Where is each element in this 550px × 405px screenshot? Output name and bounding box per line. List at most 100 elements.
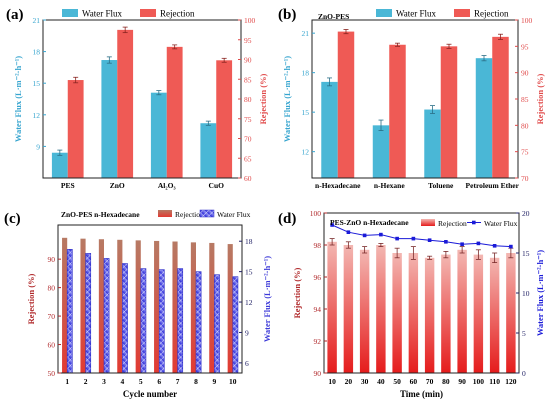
bar-rejection <box>440 46 458 179</box>
legend-label-water-flux: Water Flux <box>396 9 437 19</box>
y-right-tick-label: 6 <box>245 359 249 368</box>
water-flux-point <box>395 236 399 241</box>
y-left-tick-label: 15 <box>302 108 310 117</box>
y-right-tick-label: 15 <box>245 268 253 277</box>
legend-swatch-water-flux <box>62 9 78 17</box>
panel-label: (a) <box>6 7 24 23</box>
bar-water-flux <box>122 263 128 374</box>
water-flux-point <box>444 240 448 244</box>
x-tick-label: n-Hexane <box>374 181 406 190</box>
x-tick-label: 9 <box>213 377 217 386</box>
x-tick-label: 2 <box>84 377 88 386</box>
y-left-tick-label: 70 <box>48 312 56 321</box>
x-tick-label: 80 <box>442 377 450 386</box>
y-left-tick-label: 94 <box>314 305 322 314</box>
bar-rejection <box>67 80 84 178</box>
bar-water-flux <box>150 92 167 178</box>
y-right-tick-label: 80 <box>521 121 529 130</box>
bar-rejection <box>216 60 233 178</box>
bar-rejection <box>227 244 233 373</box>
y-left-tick-label: 90 <box>48 255 56 264</box>
legend-label-water-flux: Water Flux <box>217 210 251 219</box>
x-tick-label: 5 <box>139 377 143 386</box>
y-right-label: Rejection (%) <box>258 73 268 124</box>
plot-frame <box>57 224 243 374</box>
legend-swatch-rejection <box>454 9 470 17</box>
y-right-tick-label: 70 <box>521 174 529 183</box>
bar-rejection <box>327 241 337 373</box>
y-right-tick-label: 95 <box>521 42 529 51</box>
x-tick-label: Al₂O₃ <box>158 181 177 190</box>
x-axis-label: Cycle number <box>123 389 177 399</box>
x-tick-label: 7 <box>176 377 180 386</box>
bar-water-flux <box>140 268 147 374</box>
bar-water-flux <box>372 125 390 178</box>
y-left-tick-label: 80 <box>48 284 56 293</box>
bar-rejection <box>457 249 467 373</box>
y-right-tick-label: 9 <box>245 328 249 337</box>
bar-rejection <box>473 254 484 373</box>
y-left-tick-label: 60 <box>48 341 56 350</box>
bar-water-flux <box>103 258 110 374</box>
bar-water-flux <box>66 249 73 374</box>
y-left-tick-label: 90 <box>314 369 322 378</box>
x-axis-label: Time (min) <box>400 389 443 399</box>
y-right-tick-label: 65 <box>244 154 252 163</box>
x-tick-label: 90 <box>458 377 466 386</box>
bar-rejection <box>80 238 86 373</box>
y-right-tick-label: 85 <box>244 75 252 84</box>
bar-rejection <box>135 240 141 373</box>
x-tick-label: 70 <box>426 377 434 386</box>
water-flux-line <box>331 224 511 248</box>
annotation: PES-ZnO n-Hexadecane <box>330 218 409 227</box>
plot-frame <box>323 212 520 374</box>
y-left-tick-label: 18 <box>302 69 310 78</box>
bar-water-flux <box>85 253 92 374</box>
bar-water-flux <box>101 60 118 178</box>
x-tick-label: Petroleum Ether <box>466 181 520 190</box>
panel-label: (b) <box>278 7 296 23</box>
y-right-tick-label: 90 <box>244 56 252 65</box>
legend-marker-water-flux <box>472 220 476 225</box>
bar-water-flux <box>200 123 217 178</box>
x-tick-label: 3 <box>102 377 106 386</box>
y-left-tick-label: 21 <box>33 16 41 25</box>
bar-water-flux <box>424 109 441 178</box>
legend-label-water-flux: Water Flux <box>484 219 518 228</box>
bar-water-flux <box>321 81 338 178</box>
bar-rejection <box>117 29 134 178</box>
legend-label-water-flux: Water Flux <box>82 9 123 19</box>
y-left-tick-label: 96 <box>314 273 322 282</box>
x-tick-label: 100 <box>473 377 485 386</box>
bar-rejection <box>154 240 160 373</box>
x-tick-label: 10 <box>328 377 336 386</box>
y-right-tick-label: 100 <box>521 16 533 25</box>
y-right-label: Water Flux (L·m⁻²·h⁻¹) <box>262 256 272 342</box>
panel-a: PES ZnO Al₂O₃ CuO 9 12 15 18 21 60 65 70 75 80 85 90 95 1… <box>6 7 268 190</box>
x-tick-label: Toluene <box>428 181 454 190</box>
y-right-tick-label: 80 <box>244 95 252 104</box>
y-right-tick-label: 10 <box>522 289 530 298</box>
bar-water-flux <box>158 269 165 374</box>
y-left-label: Water Flux (L·m⁻²·h⁻¹) <box>282 56 292 142</box>
y-left-label: Water Flux (L·m⁻²·h⁻¹) <box>13 56 23 142</box>
y-right-tick-label: 85 <box>521 95 529 104</box>
bar-rejection <box>492 36 509 178</box>
bar-rejection <box>489 257 500 373</box>
legend-swatch-water-flux <box>199 209 215 218</box>
bar-rejection <box>166 46 183 178</box>
panel-label: (c) <box>4 211 21 227</box>
bar-water-flux <box>195 271 202 374</box>
x-tick-label: 1 <box>65 377 69 386</box>
water-flux-point <box>411 236 416 241</box>
bar-rejection <box>117 239 123 373</box>
y-left-tick-label: 21 <box>302 29 310 38</box>
x-tick-label: CuO <box>209 181 225 190</box>
y-right-tick-label: 100 <box>244 16 256 25</box>
y-left-label: Rejection (%) <box>292 267 302 318</box>
water-flux-point <box>427 238 432 242</box>
bar-rejection <box>441 254 451 373</box>
water-flux-point <box>362 233 367 238</box>
bar-water-flux <box>214 274 220 374</box>
y-left-tick-label: 12 <box>33 111 41 120</box>
